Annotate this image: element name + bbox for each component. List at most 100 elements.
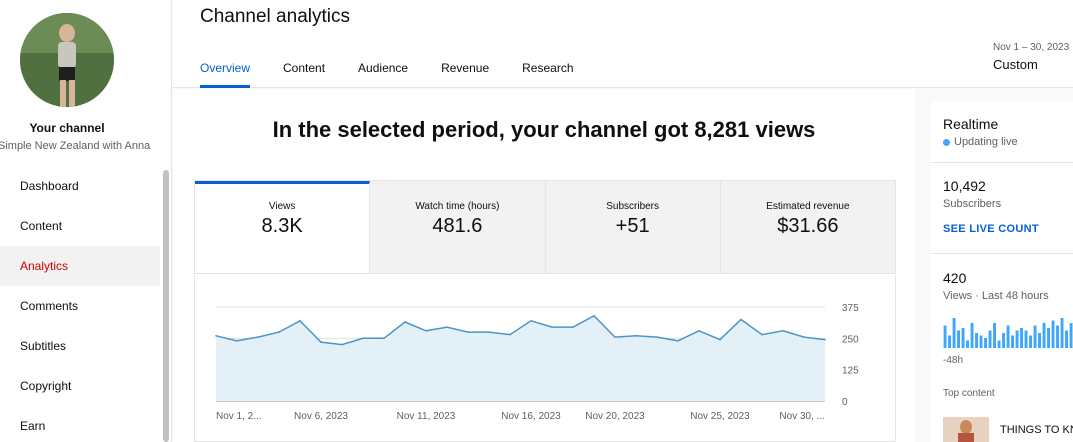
sidebar-item-earn[interactable]: Earn <box>20 419 46 433</box>
y-tick-label: 375 <box>842 303 859 314</box>
page-title: Channel analytics <box>200 6 350 27</box>
x-tick-label: Nov 11, 2023 <box>397 411 456 422</box>
metric-value: 8.3K <box>261 215 303 237</box>
metric-value: $31.66 <box>777 215 839 237</box>
tab-audience[interactable]: Audience <box>358 61 409 75</box>
views-chart: 0 125 250 375 Nov 1, 2... Nov 6, 2023 Nov 11, … <box>194 275 896 442</box>
overview-headline: In the selected period, your channel got… <box>272 117 816 142</box>
views-point <box>278 331 280 333</box>
sidebar-item-copyright[interactable]: Copyright <box>20 379 72 393</box>
sidebar-item-comments[interactable]: Comments <box>20 299 79 313</box>
sidebar-scrollbar[interactable] <box>163 170 169 442</box>
views-point <box>236 340 238 342</box>
realtime-bar <box>1069 323 1073 348</box>
metric-card-revenue[interactable]: Estimated revenue $31.66 <box>720 181 895 273</box>
metric-card-views[interactable]: Views 8.3K <box>195 181 371 273</box>
sidebar-item-subtitles[interactable]: Subtitles <box>20 339 67 353</box>
realtime-title: Realtime <box>943 116 999 132</box>
realtime-bar <box>943 325 947 348</box>
realtime-bar <box>1047 328 1050 348</box>
realtime-axis-label: -48h <box>943 355 964 366</box>
views-point <box>425 330 427 332</box>
views-area <box>216 315 825 401</box>
views-point <box>299 320 301 322</box>
views-point <box>740 318 742 321</box>
views-point <box>509 333 511 336</box>
realtime-bar <box>997 340 1001 348</box>
metric-label: Watch time (hours) <box>415 201 500 212</box>
realtime-bar <box>1038 333 1041 348</box>
see-live-count-link[interactable]: SEE LIVE COUNT <box>943 223 1039 235</box>
x-tick-label: Nov 6, 2023 <box>294 411 348 422</box>
realtime-bar <box>1056 325 1059 348</box>
metric-card-watch-time[interactable]: Watch time (hours) 481.6 <box>370 181 546 273</box>
realtime-bar <box>966 340 969 348</box>
x-tick-label: Nov 1, 2... <box>216 411 262 422</box>
tab-overview[interactable]: Overview <box>200 48 251 88</box>
realtime-bar <box>1015 330 1019 348</box>
views-point <box>257 336 259 338</box>
realtime-bar <box>1033 325 1037 348</box>
top-content-thumbnail[interactable] <box>943 417 989 442</box>
your-channel-label: Your channel <box>29 121 105 135</box>
overview-panel: In the selected period, your channel got… <box>173 89 915 442</box>
top-content-title[interactable]: THINGS TO KNO <box>1000 424 1073 436</box>
views-point <box>446 326 448 328</box>
top-content-label: Top content <box>943 388 995 399</box>
tab-revenue[interactable]: Revenue <box>441 61 490 75</box>
date-range-mode[interactable]: Custom <box>993 57 1038 72</box>
realtime-status-text: Updating live <box>954 136 1018 148</box>
realtime-bar <box>1006 325 1010 348</box>
realtime-bar <box>979 335 983 348</box>
divider <box>930 162 1073 163</box>
realtime-views-label: Views · Last 48 hours <box>943 290 1049 302</box>
channel-avatar[interactable] <box>20 13 114 107</box>
views-point <box>719 338 721 341</box>
views-point <box>383 337 385 340</box>
views-point <box>551 326 553 328</box>
metric-label: Estimated revenue <box>766 201 850 212</box>
sidebar-item-content[interactable]: Content <box>20 219 63 233</box>
tab-research[interactable]: Research <box>522 61 574 75</box>
views-point <box>320 341 322 343</box>
realtime-bar <box>993 323 996 348</box>
metric-label: Subscribers <box>606 201 660 212</box>
views-point <box>530 320 532 322</box>
views-point <box>215 335 217 337</box>
realtime-subscribers-label: Subscribers <box>943 198 1002 210</box>
analytics-header: Channel analytics Overview Content Audie… <box>173 0 1073 88</box>
views-point <box>362 337 364 340</box>
y-tick-label: 125 <box>842 366 859 377</box>
views-point <box>761 333 763 336</box>
metric-cards: Views 8.3K Watch time (hours) 481.6 Subs… <box>194 180 896 274</box>
views-line <box>215 314 826 346</box>
realtime-bar <box>1051 320 1055 348</box>
realtime-bar <box>961 328 965 348</box>
realtime-bar <box>1020 328 1023 348</box>
realtime-bar <box>1042 323 1046 348</box>
realtime-bar-chart <box>943 318 1073 348</box>
live-dot-icon <box>943 138 950 146</box>
metric-value: 481.6 <box>432 215 483 237</box>
views-point <box>677 340 679 342</box>
realtime-bar <box>952 318 956 348</box>
views-point <box>614 336 616 338</box>
analytics-tabs: Overview Content Audience Revenue Resear… <box>200 48 607 88</box>
sidebar: Your channel Simple New Zealand with Ann… <box>0 0 172 442</box>
metric-card-subscribers[interactable]: Subscribers +51 <box>545 181 721 273</box>
realtime-bar <box>975 333 978 348</box>
views-point <box>635 335 637 337</box>
channel-name: Simple New Zealand with Anna <box>0 140 151 152</box>
views-point <box>404 321 406 323</box>
realtime-bar <box>970 323 974 348</box>
views-point <box>467 331 469 333</box>
views-point <box>782 330 784 332</box>
realtime-panel: Realtime Updating live 10,492 Subscriber… <box>930 101 1073 442</box>
date-range-value[interactable]: Nov 1 – 30, 2023 <box>993 42 1070 53</box>
sidebar-item-dashboard[interactable]: Dashboard <box>20 179 79 193</box>
realtime-subscribers-value: 10,492 <box>943 178 986 194</box>
realtime-bar <box>1011 335 1014 348</box>
sidebar-item-analytics[interactable]: Analytics <box>0 246 160 286</box>
tab-content[interactable]: Content <box>283 61 326 75</box>
sidebar-nav: Dashboard Content Analytics Comments Sub… <box>0 166 160 442</box>
